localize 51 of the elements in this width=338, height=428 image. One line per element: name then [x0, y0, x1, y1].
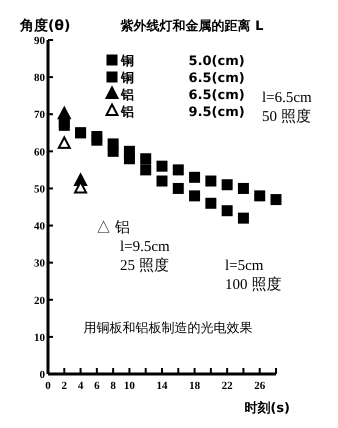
point — [222, 179, 233, 190]
y-tick-label: 40 — [34, 220, 46, 233]
x-tick-label: 18 — [189, 380, 201, 392]
y-tick-label: 80 — [34, 72, 46, 84]
y-tick-label: 10 — [34, 332, 46, 344]
point — [156, 160, 168, 172]
y-tick-label: 90 — [34, 35, 46, 47]
y-tick-label: 70 — [34, 109, 46, 122]
y-tick-label: 20 — [34, 294, 46, 307]
legend-label: 铝 9.5(cm) — [120, 105, 245, 120]
x-tick-label: 4 — [78, 380, 84, 392]
x-tick-label: 8 — [110, 380, 116, 392]
point — [108, 138, 119, 150]
x-tick-label: 6 — [94, 380, 100, 392]
point — [222, 205, 233, 216]
x-tick-label: 14 — [156, 380, 168, 392]
x-tick-label: 2 — [62, 380, 68, 392]
point — [189, 190, 200, 202]
legend-label: 铜 5.0(cm) — [120, 54, 245, 69]
y-tick-label: 50 — [34, 183, 46, 196]
point — [238, 212, 249, 224]
point — [58, 106, 71, 120]
point — [124, 146, 135, 157]
y-axis-title: 角度(θ) — [19, 17, 70, 34]
point — [189, 172, 200, 183]
point — [238, 182, 249, 194]
x-tick-label: 22 — [222, 380, 234, 392]
point — [58, 136, 71, 149]
y-tick-label: 60 — [34, 146, 46, 158]
annotation: △ 铝 l=9.5cm 25 照度 — [96, 220, 170, 274]
annotation: 用铜板和铝板制造的光电效果 — [84, 321, 252, 336]
x-axis-title: 时刻(s) — [244, 400, 290, 416]
legend-label: 铜 6.5(cm) — [120, 71, 245, 86]
point — [172, 164, 184, 176]
x-tick-label: 26 — [254, 380, 266, 392]
chart-title: 紫外线灯和金属的距离 L — [120, 18, 264, 34]
annotation: l=5cm 100 照度 — [225, 258, 282, 293]
annotation: l=6.5cm 50 照度 — [262, 90, 312, 125]
legend-label: 铝 6.5(cm) — [120, 88, 245, 103]
y-tick-label: 0 — [40, 369, 46, 381]
point — [156, 176, 168, 187]
y-tick-label: 30 — [34, 258, 46, 270]
point — [270, 194, 282, 206]
point — [172, 182, 184, 194]
point — [140, 153, 152, 164]
point — [91, 130, 102, 142]
point — [205, 176, 216, 187]
point — [205, 198, 216, 209]
point — [140, 164, 152, 176]
x-tick-label: 10 — [124, 380, 136, 392]
point — [254, 190, 266, 202]
